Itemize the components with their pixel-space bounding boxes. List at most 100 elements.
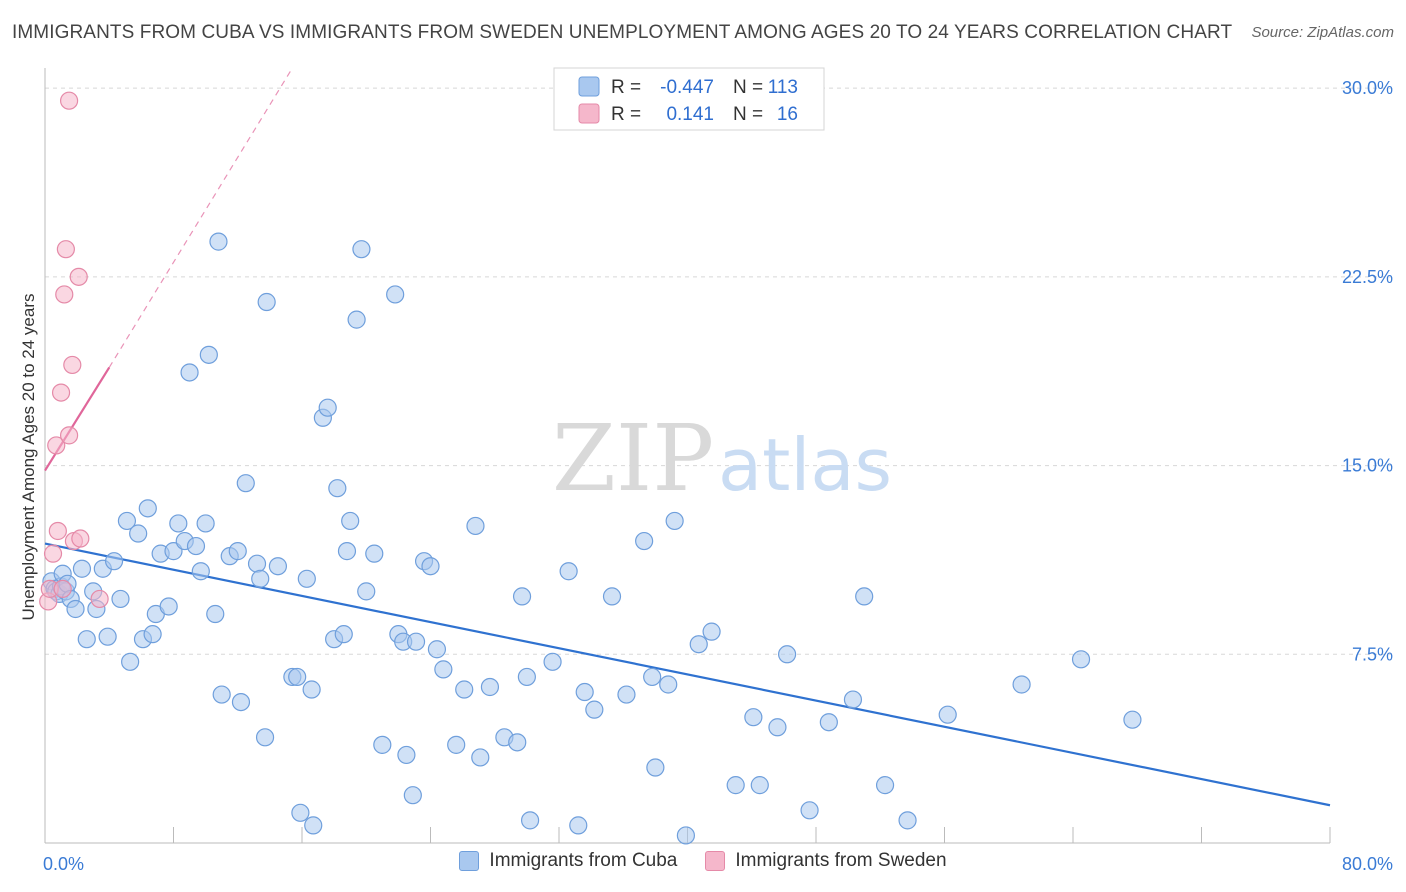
series-sweden-points [39, 91, 109, 611]
data-point-cuba [397, 745, 416, 765]
data-point-cuba [386, 285, 405, 304]
data-point-cuba [750, 776, 769, 795]
data-point-cuba [480, 677, 500, 697]
data-point-cuba [689, 635, 708, 654]
data-point-cuba [143, 625, 162, 644]
data-point-cuba [251, 569, 270, 588]
data-point-cuba [635, 531, 654, 551]
data-point-cuba [702, 622, 721, 641]
trend-line-cuba [44, 542, 1331, 807]
data-point-cuba [169, 514, 188, 533]
series-legend: Immigrants from Cuba Immigrants from Swe… [0, 850, 1406, 872]
data-point-cuba [337, 542, 357, 561]
data-point-cuba [726, 776, 745, 795]
data-point-cuba [98, 627, 117, 646]
data-point-cuba [800, 801, 819, 820]
data-point-cuba [347, 310, 366, 329]
data-point-cuba [575, 682, 594, 702]
data-point-cuba [1012, 675, 1031, 694]
data-point-cuba [373, 735, 392, 754]
data-point-sweden [48, 521, 67, 541]
data-point-sweden [55, 285, 74, 304]
data-point-cuba [938, 705, 957, 724]
legend-item-cuba: Immigrants from Cuba [459, 850, 677, 872]
trend-line-sweden [44, 366, 111, 472]
data-point-cuba [111, 589, 130, 609]
data-point-cuba [209, 232, 228, 251]
data-point-cuba [434, 660, 453, 679]
data-point-cuba [855, 587, 874, 606]
data-point-cuba [357, 582, 376, 601]
data-point-cuba [191, 562, 210, 581]
legend-n-value-cuba: 113 [768, 77, 798, 98]
data-point-cuba [744, 708, 763, 727]
data-point-cuba [129, 524, 148, 543]
y-axis-label: Unemployment Among Ages 20 to 24 years [19, 294, 38, 621]
data-point-cuba [875, 776, 895, 795]
x-tick-labels: 0.0% 80.0% [43, 854, 1393, 874]
data-point-cuba [646, 758, 665, 777]
x-tick-label: 0.0% [43, 854, 84, 874]
data-point-cuba [1071, 650, 1091, 669]
y-tick-label: 15.0% [1342, 456, 1393, 476]
data-point-cuba [247, 554, 267, 573]
data-point-cuba [659, 675, 678, 694]
y-tick-labels: 7.5% 15.0% 22.5% 30.0% [1342, 78, 1393, 664]
data-point-cuba [512, 587, 532, 606]
watermark: ZIP atlas [552, 405, 892, 512]
data-point-cuba [159, 597, 178, 616]
data-point-cuba [104, 552, 124, 571]
chart-source: Source: ZipAtlas.com [1251, 24, 1394, 41]
y-tick-label: 7.5% [1352, 644, 1393, 664]
legend-item-sweden: Immigrants from Sweden [705, 850, 947, 872]
data-point-cuba [898, 811, 917, 830]
data-point-cuba [455, 680, 474, 699]
data-point-cuba [196, 514, 215, 533]
data-point-cuba [231, 692, 251, 712]
data-point-cuba [72, 559, 92, 578]
data-point-sweden [71, 529, 90, 548]
data-point-cuba [334, 625, 353, 644]
data-point-cuba [236, 474, 255, 493]
data-point-cuba [676, 826, 695, 845]
data-point-cuba [304, 816, 323, 835]
data-point-sweden [43, 544, 63, 563]
data-point-cuba [268, 557, 288, 576]
legend-r-value-cuba: -0.447 [660, 77, 714, 98]
data-point-cuba [138, 499, 157, 518]
data-point-sweden [59, 426, 79, 445]
data-point-cuba [466, 516, 485, 536]
data-point-cuba [768, 718, 787, 737]
data-point-cuba [66, 599, 85, 619]
legend-r-label-sweden: R = [611, 104, 641, 125]
data-point-sweden [90, 589, 109, 609]
data-point-cuba [665, 511, 684, 531]
data-point-cuba [117, 511, 137, 531]
legend-r-value-sweden: 0.141 [666, 104, 714, 125]
data-point-cuba [302, 680, 321, 699]
data-point-sweden [51, 383, 71, 402]
data-point-cuba [517, 667, 536, 687]
data-point-cuba [777, 645, 797, 664]
data-point-cuba [297, 569, 316, 588]
legend-label-cuba: Immigrants from Cuba [489, 850, 678, 871]
data-point-cuba [212, 685, 231, 704]
data-point-cuba [328, 479, 347, 498]
watermark-zip: ZIP [552, 405, 714, 512]
data-point-cuba [520, 811, 540, 830]
data-point-cuba [341, 511, 360, 531]
data-point-cuba [569, 816, 588, 835]
data-point-cuba [288, 667, 307, 687]
legend-swatch-cuba [578, 76, 600, 97]
data-point-cuba [617, 685, 636, 704]
data-point-sweden [59, 91, 79, 110]
legend-r-label-cuba: R = [611, 77, 641, 98]
gridlines [45, 87, 1392, 655]
data-point-cuba [365, 544, 384, 563]
data-point-cuba [257, 292, 276, 312]
data-point-cuba [819, 713, 838, 732]
data-point-cuba [421, 557, 440, 576]
legend-n-value-sweden: 16 [777, 104, 798, 125]
chart-title: IMMIGRANTS FROM CUBA VS IMMIGRANTS FROM … [12, 22, 1233, 43]
